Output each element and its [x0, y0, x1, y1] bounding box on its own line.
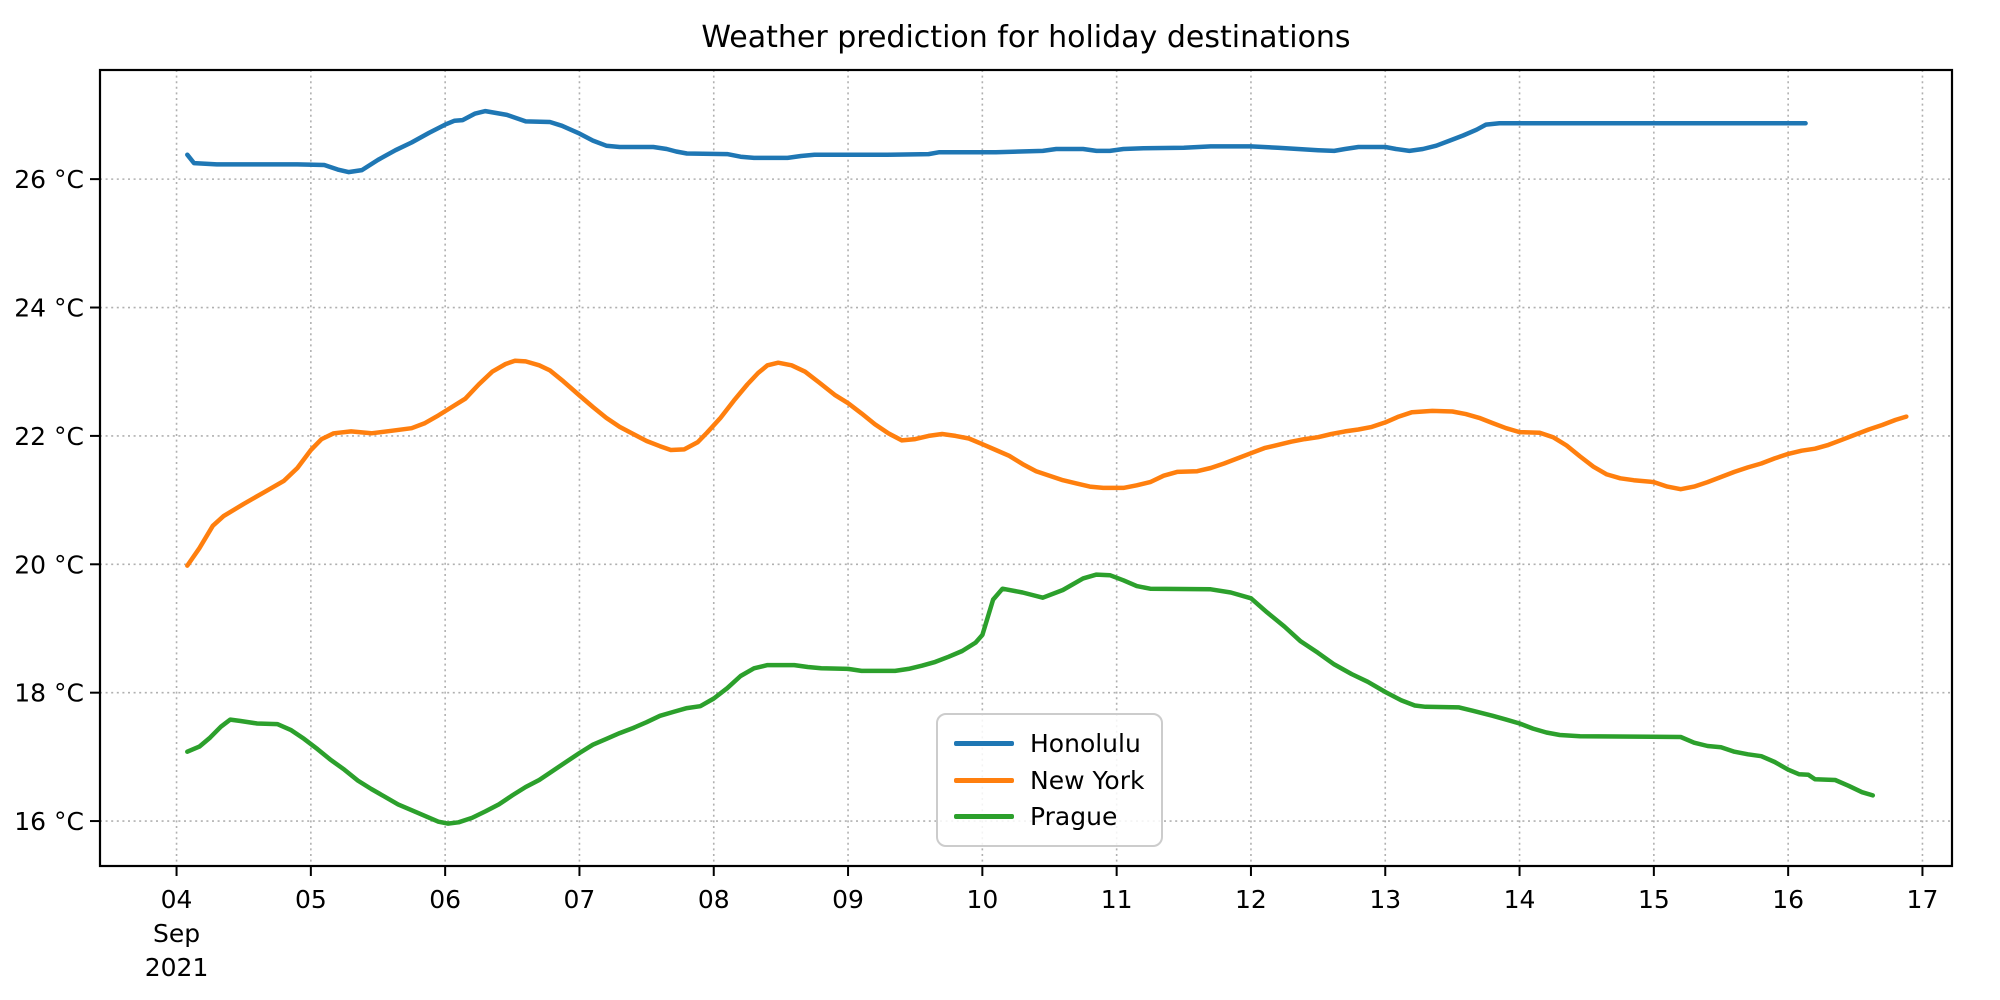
x-tick-label: 08	[698, 885, 730, 914]
plot-border	[98, 68, 1954, 868]
x-tick-label: 11	[1101, 885, 1133, 914]
x-tick-label: 16	[1772, 885, 1804, 914]
series-line-honolulu	[185, 108, 1808, 175]
legend-label: New York	[1030, 765, 1145, 795]
series-line-prague	[185, 572, 1876, 826]
x-tick-label: 04	[161, 885, 193, 914]
axes: 04 Sep 2021 05 06 07 08 09 10 11 12 13 14 15 16 17 16 °C…	[14, 165, 1938, 982]
legend-line-swatch	[954, 777, 1014, 783]
legend-item-new-york: New York	[954, 766, 1145, 795]
legend-item-prague: Prague	[954, 802, 1145, 831]
x-tick-label: 13	[1369, 885, 1401, 914]
chart-title: Weather prediction for holiday destinati…	[701, 20, 1351, 55]
x-tick-label: 15	[1638, 885, 1670, 914]
x-tick-label: 10	[966, 885, 998, 914]
y-tick-label: 22 °C	[14, 422, 84, 451]
legend-item-honolulu: Honolulu	[954, 729, 1145, 758]
legend-label: Honolulu	[1030, 728, 1141, 758]
y-tick-label: 16 °C	[14, 807, 84, 836]
x-tick-label: 07	[564, 885, 596, 914]
x-tick-label: 05	[295, 885, 327, 914]
y-tick-label: 24 °C	[14, 294, 84, 323]
y-tick-label: 20 °C	[14, 550, 84, 579]
y-tick-label: 26 °C	[14, 165, 84, 194]
legend-label: Prague	[1030, 802, 1118, 832]
series-line-new-york	[185, 358, 1909, 568]
x-axis-month-label: Sep	[153, 919, 200, 948]
legend: Honolulu New York Prague	[936, 713, 1163, 847]
x-tick-label: 06	[429, 885, 461, 914]
x-tick-label: 17	[1907, 885, 1939, 914]
y-tick-label: 18 °C	[14, 679, 84, 708]
x-tick-label: 12	[1235, 885, 1267, 914]
legend-line-swatch	[954, 814, 1014, 820]
grid	[100, 70, 1952, 866]
x-tick-label: 09	[832, 885, 864, 914]
x-tick-label: 14	[1504, 885, 1536, 914]
legend-line-swatch	[954, 740, 1014, 746]
x-axis-month-label: 2021	[145, 953, 209, 982]
